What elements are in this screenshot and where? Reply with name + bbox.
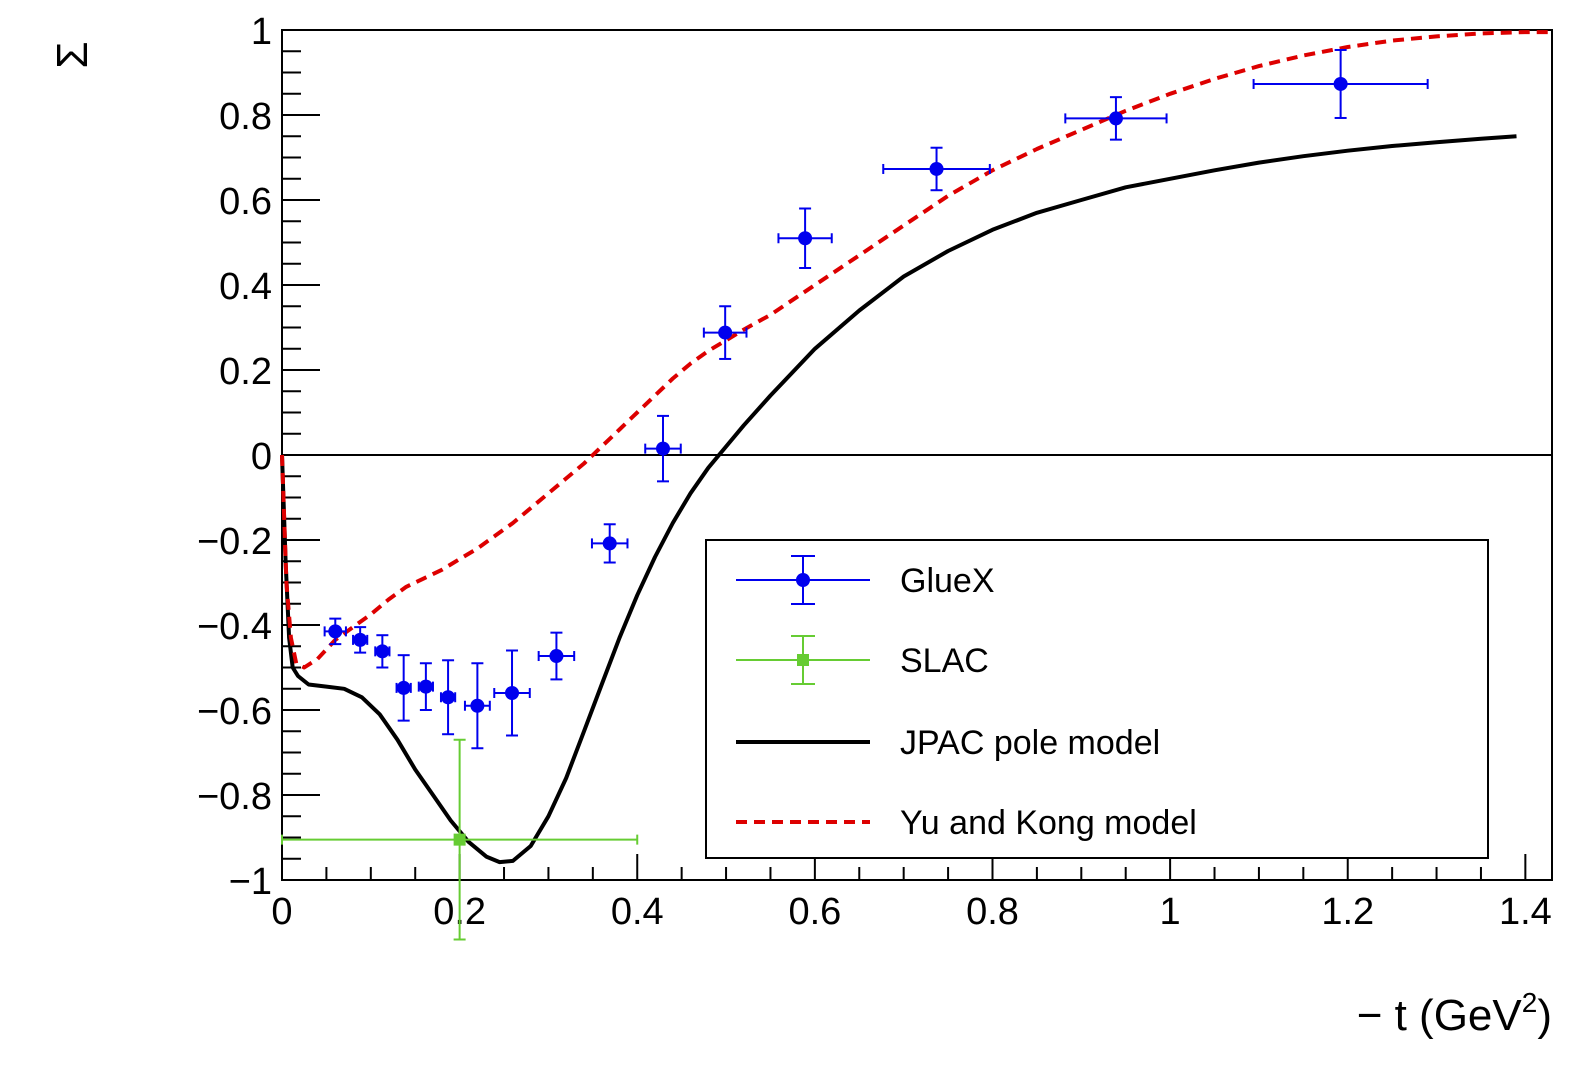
- legend-entry-slac: SLAC: [736, 635, 989, 685]
- x-tick-label: 0.8: [966, 891, 1019, 933]
- data-points: [281, 48, 1429, 941]
- gluex-marker: [353, 632, 368, 647]
- gluex-point: [417, 662, 434, 711]
- legend-box: [705, 539, 1489, 859]
- legend-label: JPAC pole model: [900, 724, 1160, 762]
- gluex-point: [463, 662, 491, 750]
- gluex-marker: [441, 690, 456, 705]
- slac-point: [281, 738, 639, 941]
- y-tick-label: 0: [251, 436, 272, 478]
- y-axis: 1 0.8 0.6 0.4 0.2 0 −0.2 −0.4 −0.6 −0.8 −1: [197, 11, 320, 903]
- gluex-point: [374, 634, 391, 669]
- gluex-point: [590, 523, 629, 564]
- y-tick-label: 1: [251, 11, 272, 53]
- y-tick-label: −1: [229, 861, 272, 903]
- x-axis-title: − t (GeV2): [1357, 987, 1552, 1040]
- y-tick-label: 0.2: [219, 351, 272, 393]
- gluex-point: [702, 305, 748, 360]
- x-tick-label: 1.4: [1499, 891, 1552, 933]
- gluex-marker: [656, 441, 670, 456]
- gluex-marker: [718, 325, 733, 340]
- gluex-point: [493, 649, 531, 737]
- gluex-point: [352, 626, 369, 654]
- gluex-marker: [418, 679, 433, 694]
- x-axis-title-main: − t (GeV: [1357, 991, 1523, 1040]
- gluex-point: [439, 659, 457, 736]
- x-tick-label: 1: [1160, 891, 1181, 933]
- gluex-marker: [470, 698, 485, 713]
- gluex-marker: [798, 231, 813, 246]
- y-tick-label: 0.6: [219, 181, 272, 223]
- gluex-marker: [396, 680, 411, 695]
- model-curves: [280, 30, 1552, 865]
- y-tick-label: 0.8: [219, 96, 272, 138]
- x-tick-label: 1.2: [1321, 891, 1374, 933]
- jpac-pole-model-curve: [280, 134, 1517, 865]
- y-tick-label: −0.2: [197, 521, 272, 563]
- legend-entry-gluex: GlueX: [736, 555, 995, 605]
- x-tick-label: 0.4: [611, 891, 664, 933]
- gluex-point: [882, 146, 991, 192]
- legend: GlueX SLAC JPAC pole model Yu and Kong mode…: [705, 539, 1489, 859]
- gluex-point: [395, 654, 412, 722]
- x-axis-title-superscript: 2: [1522, 987, 1538, 1018]
- legend-label: SLAC: [900, 642, 989, 680]
- gluex-point: [1064, 96, 1168, 141]
- legend-swatch-marker: [797, 654, 809, 666]
- gluex-point: [644, 414, 682, 483]
- y-tick-label: −0.4: [197, 606, 272, 648]
- gluex-marker: [929, 161, 944, 176]
- legend-entry-yu-and-kong-model: Yu and Kong model: [736, 804, 1197, 842]
- gluex-marker: [328, 624, 343, 639]
- gluex-marker: [375, 644, 390, 659]
- y-axis-title: Σ: [48, 41, 97, 68]
- gluex-point: [1252, 48, 1429, 119]
- gluex-marker: [549, 649, 564, 664]
- y-tick-label: 0.4: [219, 266, 272, 308]
- x-axis: 0 0.2 0.4 0.6 0.8 1 1.2 1.4: [271, 854, 1552, 933]
- gluex-point: [537, 631, 576, 681]
- slac-marker: [453, 833, 466, 846]
- gluex-marker: [505, 686, 520, 700]
- gluex-marker: [1108, 111, 1123, 126]
- gluex-point: [777, 207, 833, 269]
- y-tick-label: −0.8: [197, 776, 272, 818]
- gluex-marker: [1333, 76, 1348, 91]
- gluex-point: [323, 617, 347, 646]
- legend-entry-jpac-pole-model: JPAC pole model: [736, 724, 1160, 762]
- x-tick-label: 0.6: [788, 891, 841, 933]
- x-tick-label: 0: [271, 891, 292, 933]
- legend-swatch-marker: [796, 573, 810, 587]
- x-axis-title-close: ): [1537, 991, 1552, 1040]
- legend-label: Yu and Kong model: [900, 804, 1197, 842]
- gluex-marker: [602, 536, 617, 551]
- y-tick-label: −0.6: [197, 691, 272, 733]
- legend-label: GlueX: [900, 562, 995, 600]
